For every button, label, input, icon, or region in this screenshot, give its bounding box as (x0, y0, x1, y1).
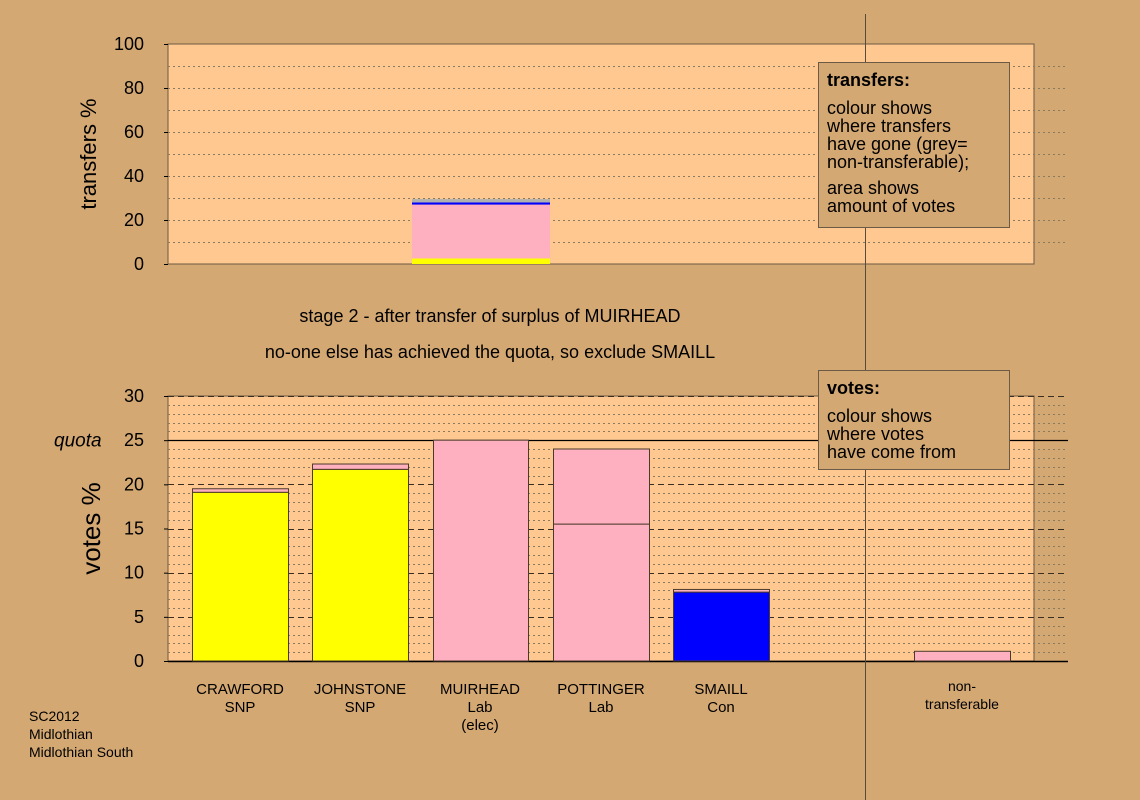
transfers-tick-label: 20 (124, 210, 144, 230)
legend-transfers-title: transfers: (827, 70, 911, 90)
votes-tick-label: 30 (124, 386, 144, 406)
quota-label: quota (54, 431, 102, 452)
category-label: JOHNSTONE (314, 681, 406, 698)
vote-bar-segment (312, 463, 409, 470)
transfers-axis-label: transfers % (76, 98, 101, 209)
votes-tick-label: 25 (124, 430, 144, 450)
legend-votes-line: colour shows (827, 406, 933, 426)
footer-council: Midlothian (29, 726, 93, 742)
category-label: CRAWFORD (196, 681, 284, 698)
legend-transfers-line: amount of votes (827, 196, 956, 216)
vote-bar-segment (553, 448, 650, 525)
vote-bar-segment (312, 468, 409, 662)
vote-bar-segment (192, 491, 289, 662)
category-label: Lab (588, 699, 613, 716)
status-text: no-one else has achieved the quota, so e… (264, 342, 716, 362)
vote-bar-segment (914, 650, 1011, 662)
votes-tick-label: 10 (124, 563, 144, 583)
vote-bar-segment (673, 588, 770, 593)
category-label: (elec) (461, 717, 499, 734)
category-label: SNP (345, 699, 376, 716)
votes-tick-label: 15 (124, 519, 144, 539)
footer-info: SC2012 Midlothian Midlothian South (29, 707, 133, 761)
vote-bar-segment (192, 488, 289, 493)
legend-votes-line: have come from (827, 442, 957, 462)
transfers-segment (412, 202, 550, 205)
transfers-tick-label: 60 (124, 122, 144, 142)
legend-transfers-line: area shows (827, 178, 920, 198)
vote-bar-segment (433, 439, 529, 662)
transfers-tick-label: 40 (124, 166, 144, 186)
transfers-tick-label: 80 (124, 78, 144, 98)
transfers-segment (412, 199, 550, 203)
votes-axis-label: votes % (76, 482, 106, 575)
category-label: non- (948, 678, 976, 694)
footer-election: SC2012 (29, 708, 80, 724)
legend-transfers-line: non-transferable); (827, 152, 970, 172)
category-label: MUIRHEAD (440, 681, 520, 698)
category-label: Con (707, 699, 735, 716)
category-label: Lab (467, 699, 492, 716)
footer-ward: Midlothian South (29, 744, 134, 760)
legend-votes-title: votes: (827, 378, 881, 398)
transfers-segment (412, 258, 550, 264)
votes-tick-label: 20 (124, 474, 144, 494)
vote-bar-segment (673, 591, 770, 662)
transfers-tick-label: 100 (114, 34, 144, 54)
legend-transfers-line: where transfers (827, 116, 952, 136)
category-label: SNP (225, 699, 256, 716)
transfers-segment (412, 204, 550, 259)
legend-transfers: transfers: colour shows where transfers … (818, 62, 1010, 228)
category-label: POTTINGER (557, 681, 645, 698)
transfers-tick-label: 0 (134, 254, 144, 274)
votes-tick-label: 0 (134, 651, 144, 671)
stage-text: stage 2 - after transfer of surplus of M… (299, 306, 681, 326)
category-label: SMAILL (694, 681, 747, 698)
legend-transfers-line: colour shows (827, 98, 933, 118)
legend-votes-line: where votes (827, 424, 925, 444)
legend-transfers-line: have gone (grey= (827, 134, 968, 154)
votes-tick-label: 5 (134, 607, 144, 627)
category-label: transferable (925, 696, 999, 712)
legend-votes: votes: colour shows where votes have com… (818, 370, 1010, 470)
vote-bar-segment (553, 523, 650, 662)
